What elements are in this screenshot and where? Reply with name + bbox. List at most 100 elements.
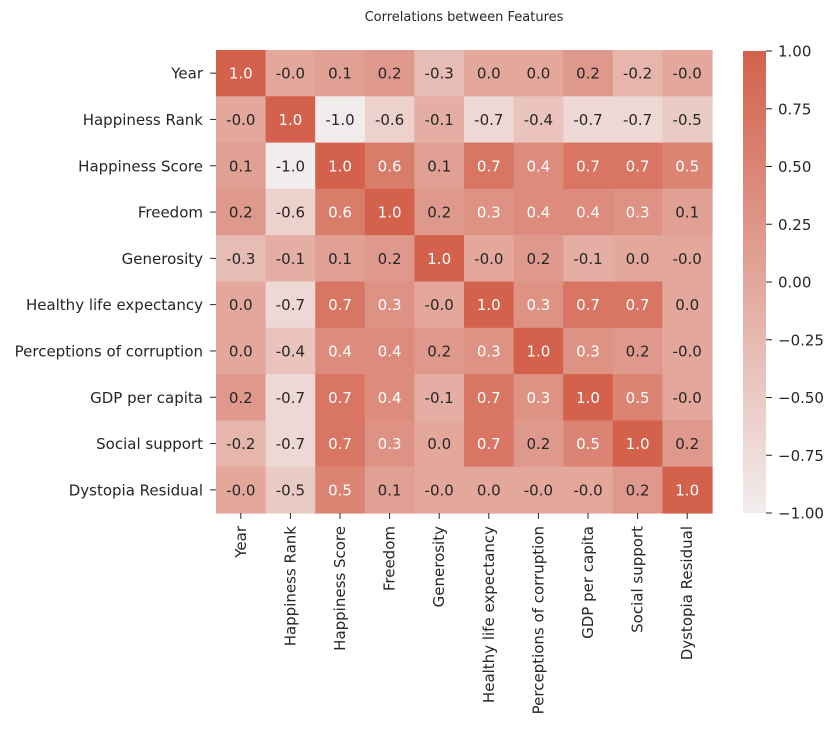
heatmap-cell — [612, 96, 663, 144]
heatmap-cell — [265, 466, 316, 514]
heatmap-cell — [364, 96, 415, 144]
heatmap-cell — [563, 188, 614, 236]
colorbar-tick-label: 1.00 — [778, 43, 811, 61]
heatmap-cell — [612, 50, 663, 97]
heatmap-cell — [464, 188, 515, 236]
heatmap-cell — [414, 50, 465, 97]
heatmap-cell — [662, 188, 713, 236]
heatmap-cell — [662, 96, 713, 144]
heatmap-cell — [513, 420, 564, 468]
colorbar-gradient — [743, 51, 766, 513]
heatmap-cell — [513, 188, 564, 236]
cell-value-label: 0.2 — [378, 65, 402, 83]
heatmap-cell — [513, 374, 564, 421]
heatmap-cell — [563, 281, 614, 329]
heatmap-cell — [414, 188, 465, 236]
cell-value-label: -0.7 — [276, 435, 305, 453]
heatmap-cell — [216, 142, 267, 190]
heatmap-cell — [662, 281, 713, 329]
cell-value-label: 0.3 — [526, 389, 550, 407]
heatmap-cell — [464, 466, 515, 514]
cell-value-label: -0.6 — [375, 111, 404, 129]
heatmap-cell — [414, 142, 465, 190]
cell-value-label: 0.4 — [526, 204, 550, 222]
heatmap-cell — [315, 374, 366, 421]
heatmap-cell — [315, 96, 366, 144]
x-tick-label: Freedom — [381, 526, 399, 591]
cell-value-label: 0.7 — [576, 157, 600, 175]
heatmap-cell — [513, 96, 564, 144]
heatmap-cell — [315, 281, 366, 329]
heatmap-cell — [563, 96, 614, 144]
cell-value-label: 0.1 — [675, 204, 699, 222]
y-tick-label: Dystopia Residual — [69, 481, 203, 499]
cell-value-label: 0.0 — [626, 250, 650, 268]
cell-value-label: -0.7 — [276, 389, 305, 407]
heatmap-cell — [364, 235, 415, 283]
y-tick-label: Healthy life expectancy — [26, 296, 203, 314]
cell-value-label: 0.4 — [576, 204, 600, 222]
cell-value-label: 1.0 — [278, 111, 302, 129]
cell-value-label: 0.1 — [378, 481, 402, 499]
cell-value-label: -0.0 — [425, 296, 454, 314]
heatmap-cell — [364, 281, 415, 329]
cell-value-label: 0.7 — [477, 157, 501, 175]
colorbar-tick-label: 0.50 — [778, 158, 811, 176]
heatmap-cell — [216, 374, 267, 421]
colorbar-tick-label: −0.25 — [778, 331, 824, 349]
heatmap-cell — [513, 281, 564, 329]
heatmap-cell — [216, 188, 267, 236]
cell-value-label: 0.2 — [626, 481, 650, 499]
cell-value-label: -0.1 — [425, 111, 454, 129]
heatmap-cell — [662, 142, 713, 190]
heatmap-cell — [662, 420, 713, 468]
heatmap-cell — [364, 327, 415, 375]
cell-value-label: 0.4 — [378, 389, 402, 407]
colorbar-tick-label: −1.00 — [778, 505, 824, 523]
heatmap-cell — [315, 50, 366, 97]
heatmap-cell — [464, 420, 515, 468]
cell-value-label: -0.0 — [226, 481, 255, 499]
x-tick-labels: Year Happiness Rank Happiness Score Freedom… — [232, 513, 696, 714]
heatmap-cell — [364, 466, 415, 514]
heatmap-cell — [612, 188, 663, 236]
cell-value-label: 0.6 — [328, 204, 352, 222]
heatmap-cell — [414, 374, 465, 421]
heatmap-cell — [216, 466, 267, 514]
heatmap-cell — [414, 327, 465, 375]
cell-value-label: -1.0 — [276, 157, 305, 175]
x-tick-label: Healthy life expectancy — [480, 526, 498, 703]
y-tick-label: Social support — [96, 435, 203, 453]
heatmap-cell — [563, 327, 614, 375]
cell-value-label: 1.0 — [526, 342, 550, 360]
cell-value-label: 0.5 — [675, 157, 699, 175]
cell-value-label: 0.2 — [526, 435, 550, 453]
cell-value-label: -0.1 — [425, 389, 454, 407]
cell-value-label: 0.0 — [477, 481, 501, 499]
heatmap-cell — [364, 142, 415, 190]
cell-value-label: 1.0 — [328, 157, 352, 175]
cell-value-label: -0.6 — [276, 204, 305, 222]
colorbar-tick-label: 0.00 — [778, 274, 811, 292]
heatmap-cell — [364, 420, 415, 468]
heatmap-cell — [464, 142, 515, 190]
heatmap-cell — [662, 50, 713, 97]
heatmap-cell — [662, 466, 713, 514]
heatmap-cell — [414, 281, 465, 329]
heatmap-cell — [563, 374, 614, 421]
x-tick-label: Happiness Score — [331, 526, 349, 651]
cell-value-label: 1.0 — [675, 481, 699, 499]
heatmap-cell — [414, 235, 465, 283]
heatmap-cell — [612, 142, 663, 190]
cell-value-label: 0.2 — [427, 204, 451, 222]
cell-value-label: 0.0 — [526, 65, 550, 83]
heatmap-cell — [464, 96, 515, 144]
cell-value-label: 0.0 — [427, 435, 451, 453]
cell-value-label: -0.0 — [673, 342, 702, 360]
colorbar-tick-label: −0.50 — [778, 389, 824, 407]
heatmap-annotations: 1.0 -0.0 0.1 0.2 -0.3 0.0 0.0 0.2 -0.2 -0.0 -0.0 1.… — [226, 65, 702, 500]
cell-value-label: 1.0 — [576, 389, 600, 407]
cell-value-label: -0.0 — [474, 250, 503, 268]
heatmap-cell — [464, 374, 515, 421]
heatmap-cell — [265, 374, 316, 421]
